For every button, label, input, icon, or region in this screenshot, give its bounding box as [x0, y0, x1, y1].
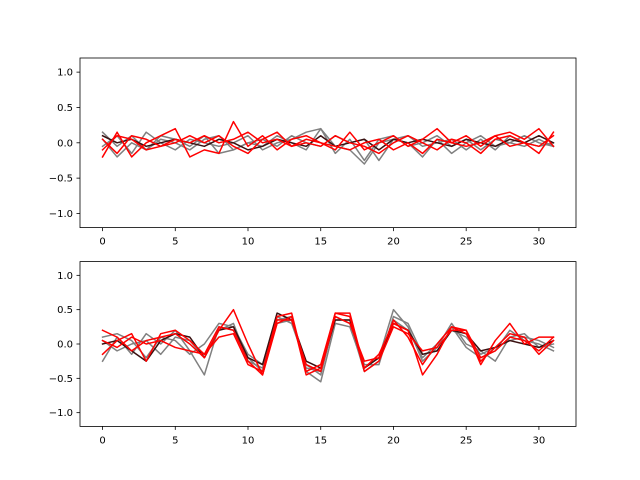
series-line-top-1 [101, 127, 555, 165]
y-tick-label-top: 1.0 [57, 68, 73, 79]
y-tick-label-top: 0.0 [57, 138, 73, 149]
x-tick-label-top: 5 [172, 237, 178, 248]
series-line-top-6 [101, 131, 555, 155]
series-group-top [101, 120, 555, 165]
y-tick-label-bottom: 1.0 [57, 271, 73, 282]
subplot-bottom: 0 5 10 15 20 25 30 −1.0 −0.5 0.0 0.5 1.0 [49, 261, 577, 446]
series-line-bottom-5 [101, 315, 555, 376]
series-line-top-5 [101, 131, 555, 155]
x-tick-label-bottom: 0 [99, 435, 105, 446]
y-tick-label-bottom: −0.5 [49, 374, 73, 385]
series-line-top-4 [101, 120, 555, 158]
x-tick-label-top: 25 [460, 237, 473, 248]
x-tick-label-top: 10 [242, 237, 255, 248]
series-line-bottom-6 [101, 312, 555, 376]
x-tick-label-bottom: 20 [387, 435, 400, 446]
x-tick-label-bottom: 5 [172, 435, 178, 446]
x-tick-label-top: 15 [314, 237, 327, 248]
y-tick-label-top: 0.5 [57, 103, 73, 114]
y-tick-label-bottom: −1.0 [49, 408, 73, 419]
series-group-bottom [101, 308, 555, 383]
y-tick-label-bottom: 0.0 [57, 340, 73, 351]
x-tick-label-top: 0 [99, 237, 105, 248]
x-tick-label-top: 30 [533, 237, 546, 248]
x-tick-label-top: 20 [387, 237, 400, 248]
x-tick-label-bottom: 30 [533, 435, 546, 446]
y-tick-label-top: −1.0 [49, 209, 73, 220]
x-tick-label-bottom: 10 [242, 435, 255, 446]
x-tick-label-bottom: 15 [314, 435, 327, 446]
y-tick-label-bottom: 0.5 [57, 305, 73, 316]
y-tick-label-top: −0.5 [49, 174, 73, 185]
x-tick-label-bottom: 25 [460, 435, 473, 446]
subplot-top: 0 5 10 15 20 25 30 −1.0 −0.5 0.0 0.5 1.0 [49, 57, 577, 248]
